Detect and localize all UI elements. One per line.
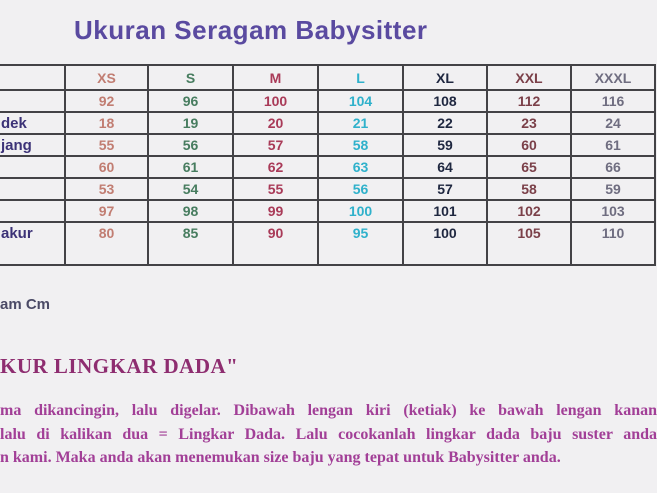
size-value-cell: 100 <box>232 89 319 113</box>
size-value-cell: 21 <box>317 111 404 135</box>
size-value-cell: 116 <box>570 89 656 113</box>
size-value-cell: 90 <box>232 221 319 266</box>
size-value-cell: 59 <box>402 133 488 157</box>
size-value-cell: 60 <box>64 155 149 179</box>
size-value-cell: 97 <box>64 199 149 223</box>
size-value-cell: 108 <box>402 89 488 113</box>
row-label <box>0 177 66 201</box>
size-value-cell: 57 <box>402 177 488 201</box>
size-header-row: XS S M L XL XXL XXXL <box>0 64 656 91</box>
size-value-cell: 23 <box>486 111 572 135</box>
size-value-cell: 112 <box>486 89 572 113</box>
size-value-cell: 54 <box>147 177 234 201</box>
size-value-cell: 80 <box>64 221 149 266</box>
table-row: 92 96 100 104 108 112 116 <box>0 89 656 113</box>
size-header-m: M <box>232 64 319 91</box>
instructions-line: n kami. Maka anda akan menemukan size ba… <box>0 449 561 466</box>
size-value-cell: 22 <box>402 111 488 135</box>
size-header-xl: XL <box>402 64 488 91</box>
size-value-cell: 95 <box>317 221 404 266</box>
table-row: dek 18 19 20 21 22 23 24 <box>0 111 656 135</box>
unit-note: am Cm <box>0 296 51 313</box>
size-header-xxl: XXL <box>486 64 572 91</box>
table-row: jang 55 56 57 58 59 60 61 <box>0 133 656 157</box>
instructions-line: ma dikancingin, lalu digelar. Dibawah le… <box>0 402 657 419</box>
size-value-cell: 100 <box>402 221 488 266</box>
size-value-cell: 61 <box>147 155 234 179</box>
size-value-cell: 58 <box>317 133 404 157</box>
size-value-cell: 64 <box>402 155 488 179</box>
size-value-cell: 19 <box>147 111 234 135</box>
page-title: Ukuran Seragam Babysitter <box>74 15 428 45</box>
size-value-cell: 61 <box>570 133 656 157</box>
size-header-xxxl: XXXL <box>570 64 656 91</box>
size-value-cell: 24 <box>570 111 656 135</box>
size-value-cell: 59 <box>570 177 656 201</box>
size-value-cell: 102 <box>486 199 572 223</box>
size-value-cell: 101 <box>402 199 488 223</box>
size-value-cell: 18 <box>64 111 149 135</box>
size-value-cell: 92 <box>64 89 149 113</box>
size-value-cell: 58 <box>486 177 572 201</box>
size-value-cell: 63 <box>317 155 404 179</box>
table-row: 97 98 99 100 101 102 103 <box>0 199 656 223</box>
size-value-cell: 100 <box>317 199 404 223</box>
size-value-cell: 105 <box>486 221 572 266</box>
size-header-l: L <box>317 64 404 91</box>
size-value-cell: 60 <box>486 133 572 157</box>
size-value-cell: 56 <box>147 133 234 157</box>
row-label <box>0 155 66 179</box>
row-label <box>0 89 66 113</box>
size-value-cell: 20 <box>232 111 319 135</box>
section-heading: KUR LINGKAR DADA" <box>0 354 239 378</box>
instructions-paragraph: ma dikancingin, lalu digelar. Dibawah le… <box>0 399 657 470</box>
table-row: akur 80 85 90 95 100 105 110 <box>0 221 656 266</box>
size-value-cell: 85 <box>147 221 234 266</box>
row-label: jang <box>0 133 66 157</box>
row-label: akur <box>0 221 66 266</box>
size-table: XS S M L XL XXL XXXL 92 96 100 104 108 112 116… <box>0 64 656 266</box>
instructions-line: lalu di kalikan dua = Lingkar Dada. Lalu… <box>0 425 657 443</box>
size-value-cell: 66 <box>570 155 656 179</box>
size-value-cell: 98 <box>147 199 234 223</box>
row-label-header <box>0 64 66 91</box>
size-value-cell: 103 <box>570 199 656 223</box>
size-header-xs: XS <box>64 64 149 91</box>
size-value-cell: 104 <box>317 89 404 113</box>
size-value-cell: 62 <box>232 155 319 179</box>
size-value-cell: 96 <box>147 89 234 113</box>
size-value-cell: 55 <box>232 177 319 201</box>
size-value-cell: 53 <box>64 177 149 201</box>
row-label: dek <box>0 111 66 135</box>
table-row: 60 61 62 63 64 65 66 <box>0 155 656 179</box>
row-label <box>0 199 66 223</box>
size-value-cell: 65 <box>486 155 572 179</box>
size-value-cell: 56 <box>317 177 404 201</box>
size-header-s: S <box>147 64 234 91</box>
table-row: 53 54 55 56 57 58 59 <box>0 177 656 201</box>
size-value-cell: 99 <box>232 199 319 223</box>
size-value-cell: 110 <box>570 221 656 266</box>
size-value-cell: 57 <box>232 133 319 157</box>
size-value-cell: 55 <box>64 133 149 157</box>
